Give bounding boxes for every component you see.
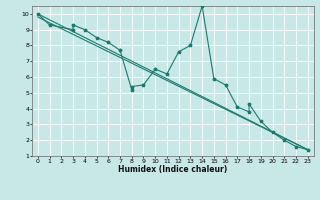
X-axis label: Humidex (Indice chaleur): Humidex (Indice chaleur) bbox=[118, 165, 228, 174]
